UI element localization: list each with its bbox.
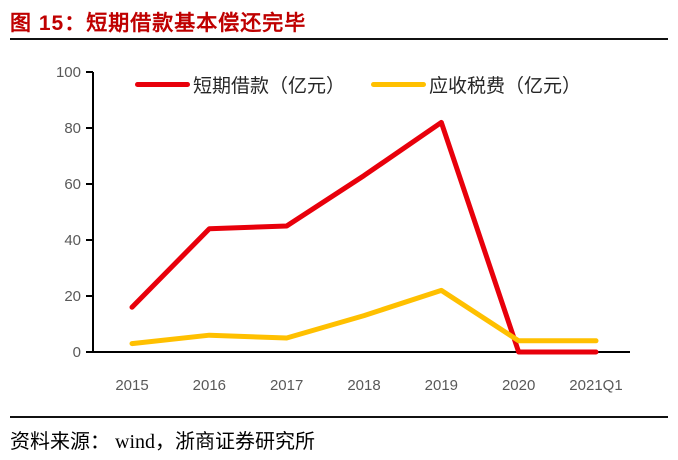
y-tick-label: 20 <box>64 288 81 305</box>
legend-label: 应收税费（亿元） <box>429 75 582 97</box>
x-tick-label: 2015 <box>115 377 148 394</box>
legend-item-taxes-receivable: 应收税费（亿元） <box>371 71 581 98</box>
legend-line-icon-gold <box>371 81 427 87</box>
y-tick-label: 60 <box>64 176 81 193</box>
legend-item-short-term-loans: 短期借款（亿元） <box>135 71 345 98</box>
x-tick-label: 2018 <box>347 377 380 394</box>
y-tick-label: 80 <box>64 120 81 137</box>
series-line-1 <box>129 287 599 347</box>
x-tick-label: 2020 <box>502 377 535 394</box>
y-tick-label: 0 <box>73 344 81 361</box>
y-tick-label: 100 <box>56 64 81 81</box>
figure-title: 图 15：短期借款基本偿还完毕 <box>10 12 307 35</box>
legend-line-icon-red <box>135 81 190 87</box>
legend-label: 短期借款（亿元） <box>193 75 346 97</box>
x-tick-label: 2019 <box>425 377 458 394</box>
x-tick-label: 2021Q1 <box>569 377 622 394</box>
source-text: 资料来源： wind，浙商证券研究所 <box>10 431 315 453</box>
source-divider-line <box>10 416 668 418</box>
series-line-0 <box>129 119 599 355</box>
chart-legend: 短期借款（亿元） 应收税费（亿元） <box>135 71 581 98</box>
x-tick-label: 2017 <box>270 377 303 394</box>
x-tick-label: 2016 <box>193 377 226 394</box>
title-divider-line <box>10 38 668 40</box>
y-tick-label: 40 <box>64 232 81 249</box>
